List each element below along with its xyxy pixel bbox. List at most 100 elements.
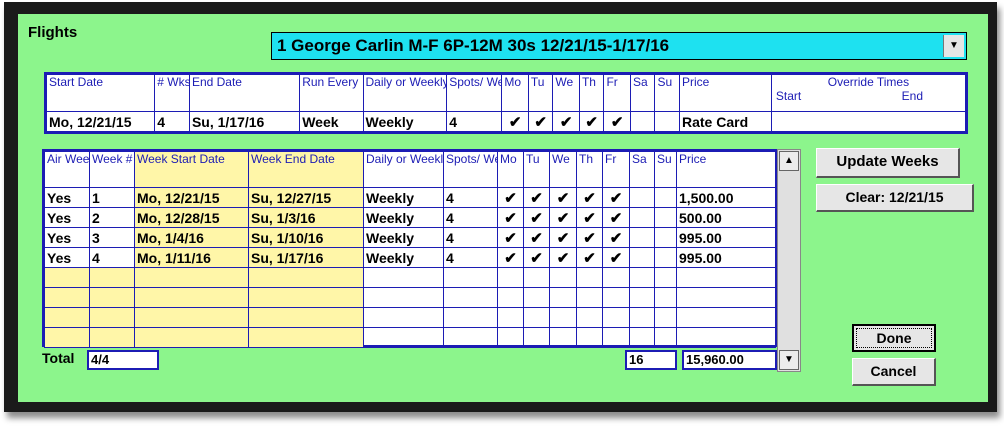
spots-cell[interactable]: 4 bbox=[443, 187, 498, 208]
air-week-cell[interactable] bbox=[44, 267, 90, 288]
week-num-cell[interactable]: 3 bbox=[89, 227, 135, 248]
we-check-cell[interactable]: ✔ bbox=[549, 247, 577, 268]
week-start-cell[interactable] bbox=[134, 267, 249, 288]
week-start-cell[interactable] bbox=[134, 307, 249, 328]
sa-check-cell[interactable] bbox=[629, 287, 655, 308]
th-check-cell[interactable] bbox=[576, 267, 603, 288]
week-end-cell[interactable] bbox=[248, 267, 364, 288]
price-cell[interactable]: 500.00 bbox=[676, 207, 776, 228]
th-check-cell[interactable]: ✔ bbox=[576, 247, 603, 268]
week-end-cell[interactable] bbox=[248, 287, 364, 308]
sa-checkbox[interactable] bbox=[629, 111, 656, 132]
daily-weekly-cell[interactable]: Weekly bbox=[363, 227, 444, 248]
price-cell[interactable]: 995.00 bbox=[676, 227, 776, 248]
air-week-cell[interactable] bbox=[44, 287, 90, 308]
mo-check-cell[interactable] bbox=[497, 267, 524, 288]
mo-check-cell[interactable]: ✔ bbox=[497, 227, 524, 248]
weeks-scrollbar[interactable]: ▲ ▼ bbox=[777, 149, 801, 372]
week-num-cell[interactable]: 2 bbox=[89, 207, 135, 228]
tu-check-cell[interactable]: ✔ bbox=[523, 207, 550, 228]
air-week-cell[interactable]: Yes bbox=[44, 247, 90, 268]
week-end-cell[interactable]: Su, 1/3/16 bbox=[248, 207, 364, 228]
spots-cell[interactable] bbox=[443, 267, 498, 288]
we-check-cell[interactable]: ✔ bbox=[549, 227, 577, 248]
week-start-cell[interactable]: Mo, 1/11/16 bbox=[134, 247, 249, 268]
week-row[interactable] bbox=[44, 287, 776, 308]
week-num-cell[interactable]: 4 bbox=[89, 247, 135, 268]
week-start-cell[interactable]: Mo, 12/28/15 bbox=[134, 207, 249, 228]
week-start-cell[interactable]: Mo, 12/21/15 bbox=[134, 187, 249, 208]
su-check-cell[interactable] bbox=[654, 187, 677, 208]
mo-check-cell[interactable]: ✔ bbox=[497, 247, 524, 268]
price-cell[interactable] bbox=[676, 287, 776, 308]
price-cell[interactable] bbox=[676, 267, 776, 288]
daily-weekly-cell[interactable]: Weekly bbox=[363, 247, 444, 268]
th-check-cell[interactable]: ✔ bbox=[576, 227, 603, 248]
sa-check-cell[interactable] bbox=[629, 247, 655, 268]
price-cell[interactable] bbox=[676, 327, 776, 348]
we-check-cell[interactable]: ✔ bbox=[549, 207, 577, 228]
week-start-cell[interactable]: Mo, 1/4/16 bbox=[134, 227, 249, 248]
air-week-cell[interactable] bbox=[44, 327, 90, 348]
sa-check-cell[interactable] bbox=[629, 207, 655, 228]
tu-check-cell[interactable]: ✔ bbox=[523, 247, 550, 268]
spots-cell[interactable]: 4 bbox=[443, 227, 498, 248]
daily-weekly-field[interactable]: Weekly bbox=[362, 111, 448, 132]
week-row[interactable]: Yes 2 Mo, 12/28/15 Su, 1/3/16 Weekly 4 ✔ ✔ ✔ ✔ ✔ 50… bbox=[44, 207, 776, 228]
week-row[interactable] bbox=[44, 307, 776, 328]
daily-weekly-cell[interactable] bbox=[363, 287, 444, 308]
price-cell[interactable] bbox=[676, 307, 776, 328]
done-button[interactable]: Done bbox=[852, 324, 936, 352]
sa-check-cell[interactable] bbox=[629, 307, 655, 328]
week-row[interactable]: Yes 4 Mo, 1/11/16 Su, 1/17/16 Weekly 4 ✔ ✔ ✔ ✔ ✔ 99… bbox=[44, 247, 776, 268]
week-end-cell[interactable]: Su, 12/27/15 bbox=[248, 187, 364, 208]
sa-check-cell[interactable] bbox=[629, 187, 655, 208]
fr-check-cell[interactable] bbox=[602, 307, 630, 328]
fr-check-cell[interactable] bbox=[602, 287, 630, 308]
su-check-cell[interactable] bbox=[654, 327, 677, 348]
price-cell[interactable]: 1,500.00 bbox=[676, 187, 776, 208]
scroll-up-icon[interactable]: ▲ bbox=[779, 151, 799, 171]
air-week-cell[interactable]: Yes bbox=[44, 207, 90, 228]
mo-checkbox[interactable]: ✔ bbox=[501, 111, 529, 132]
mo-check-cell[interactable] bbox=[497, 327, 524, 348]
su-check-cell[interactable] bbox=[654, 227, 677, 248]
su-check-cell[interactable] bbox=[654, 207, 677, 228]
we-check-cell[interactable] bbox=[549, 287, 577, 308]
update-weeks-button[interactable]: Update Weeks bbox=[816, 148, 960, 178]
we-check-cell[interactable] bbox=[549, 307, 577, 328]
spots-cell[interactable] bbox=[443, 287, 498, 308]
th-check-cell[interactable] bbox=[576, 287, 603, 308]
daily-weekly-cell[interactable] bbox=[363, 327, 444, 348]
su-check-cell[interactable] bbox=[654, 287, 677, 308]
air-week-cell[interactable]: Yes bbox=[44, 227, 90, 248]
scroll-down-icon[interactable]: ▼ bbox=[779, 350, 799, 370]
daily-weekly-cell[interactable] bbox=[363, 267, 444, 288]
week-end-cell[interactable] bbox=[248, 307, 364, 328]
air-week-cell[interactable]: Yes bbox=[44, 187, 90, 208]
daily-weekly-cell[interactable]: Weekly bbox=[363, 187, 444, 208]
price-field[interactable]: Rate Card bbox=[678, 111, 772, 132]
tu-check-cell[interactable]: ✔ bbox=[523, 187, 550, 208]
week-end-cell[interactable]: Su, 1/17/16 bbox=[248, 247, 364, 268]
cancel-button[interactable]: Cancel bbox=[852, 358, 936, 386]
th-check-cell[interactable] bbox=[576, 307, 603, 328]
price-cell[interactable]: 995.00 bbox=[676, 247, 776, 268]
th-check-cell[interactable]: ✔ bbox=[576, 187, 603, 208]
spots-cell[interactable] bbox=[443, 307, 498, 328]
sa-check-cell[interactable] bbox=[629, 227, 655, 248]
daily-weekly-cell[interactable] bbox=[363, 307, 444, 328]
tu-check-cell[interactable] bbox=[523, 327, 550, 348]
spots-cell[interactable] bbox=[443, 327, 498, 348]
th-check-cell[interactable]: ✔ bbox=[576, 207, 603, 228]
su-check-cell[interactable] bbox=[654, 307, 677, 328]
we-check-cell[interactable]: ✔ bbox=[549, 187, 577, 208]
week-start-cell[interactable] bbox=[134, 327, 249, 348]
week-row[interactable]: Yes 1 Mo, 12/21/15 Su, 12/27/15 Weekly 4 ✔ ✔ ✔ ✔ ✔… bbox=[44, 187, 776, 208]
week-num-cell[interactable]: 1 bbox=[89, 187, 135, 208]
mo-check-cell[interactable] bbox=[497, 287, 524, 308]
fr-check-cell[interactable] bbox=[602, 327, 630, 348]
run-every-field[interactable]: Week bbox=[299, 111, 364, 132]
tu-check-cell[interactable] bbox=[523, 307, 550, 328]
tu-check-cell[interactable]: ✔ bbox=[523, 227, 550, 248]
